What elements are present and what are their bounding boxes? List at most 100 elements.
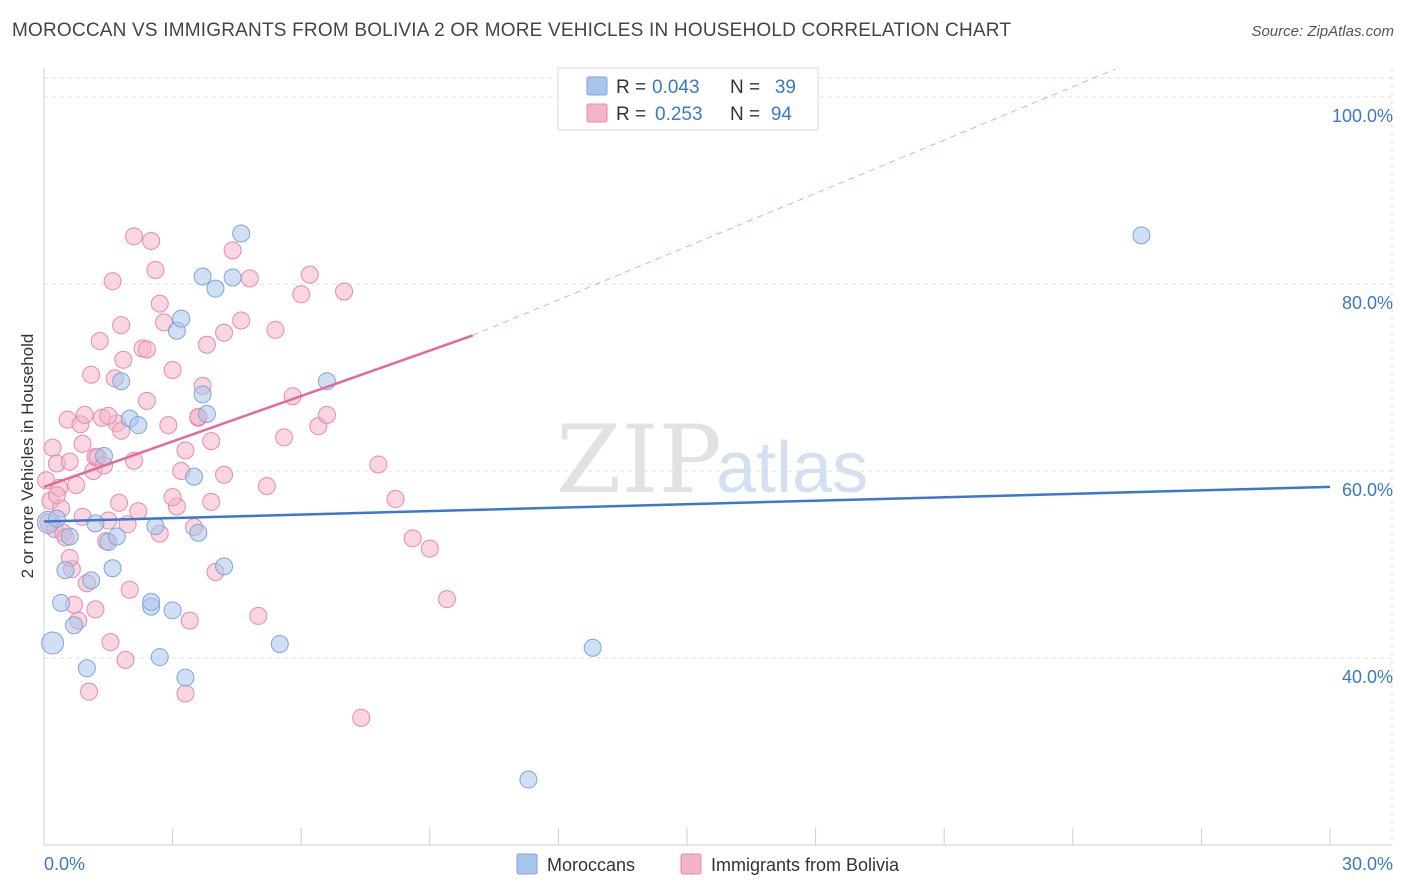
point-moroccans — [270, 634, 289, 653]
point-bolivia — [240, 269, 259, 288]
point-bolivia — [197, 335, 216, 354]
x-tick-label-min: 0.0% — [44, 854, 85, 874]
point-bolivia — [215, 465, 234, 484]
point-bolivia — [249, 606, 268, 625]
point-moroccans — [583, 638, 602, 657]
legend-swatch-bolivia — [586, 103, 608, 123]
point-bolivia — [110, 493, 129, 512]
point-moroccans — [206, 279, 225, 298]
point-bolivia — [437, 590, 456, 609]
point-bolivia — [114, 350, 133, 369]
legend-n-label-1: N = — [730, 77, 760, 98]
point-bolivia — [202, 432, 221, 451]
trend-line-bolivia — [43, 334, 474, 489]
point-moroccans — [215, 557, 234, 576]
point-bolivia — [352, 708, 371, 727]
point-bolivia — [75, 405, 94, 424]
point-moroccans — [77, 659, 96, 678]
point-bolivia — [215, 323, 234, 342]
point-bolivia — [292, 285, 311, 304]
point-bolivia — [275, 428, 294, 447]
point-moroccans — [47, 509, 66, 528]
legend-r-label-1: R = — [616, 77, 646, 98]
point-bolivia — [101, 633, 120, 652]
point-bolivia — [317, 405, 336, 424]
point-bolivia — [146, 260, 165, 279]
y-tick-label-80: 80.0% — [1342, 293, 1393, 313]
point-moroccans — [519, 770, 538, 789]
y-tick-labels: 40.0% 60.0% 80.0% 100.0% — [1332, 106, 1393, 687]
point-bolivia — [120, 580, 139, 599]
point-moroccans — [189, 523, 208, 542]
point-moroccans — [86, 514, 105, 533]
axes — [43, 68, 1392, 846]
watermark-zip: ZIP — [556, 406, 722, 515]
point-bolivia — [176, 441, 195, 460]
legend-r-value-2: 0.253 — [655, 104, 703, 125]
point-moroccans — [65, 616, 84, 635]
point-bolivia — [403, 529, 422, 548]
y-tick-label-100: 100.0% — [1332, 106, 1393, 126]
watermark-atlas: atlas — [716, 428, 868, 508]
point-bolivia — [103, 272, 122, 291]
point-moroccans — [193, 267, 212, 286]
bottom-legend-label-bolivia: Immigrants from Bolivia — [711, 855, 900, 875]
point-moroccans — [95, 447, 114, 466]
point-moroccans — [103, 559, 122, 578]
source-label: Source: ZipAtlas.com — [1251, 23, 1394, 40]
point-moroccans — [232, 224, 251, 243]
point-moroccans — [176, 668, 195, 687]
point-bolivia — [90, 332, 109, 351]
point-bolivia — [47, 486, 66, 505]
point-moroccans — [193, 385, 212, 404]
point-moroccans — [1132, 226, 1151, 245]
point-moroccans — [185, 467, 204, 486]
point-moroccans — [129, 416, 148, 435]
legend-r-value-1: 0.043 — [652, 77, 700, 98]
point-bolivia — [369, 455, 388, 474]
point-bolivia — [67, 476, 86, 495]
y-tick-label-60: 60.0% — [1342, 480, 1393, 500]
point-bolivia — [257, 476, 276, 495]
legend-n-value-1: 39 — [775, 77, 796, 98]
trend-line-moroccans — [43, 485, 1331, 523]
point-bolivia — [73, 434, 92, 453]
point-bolivia — [116, 650, 135, 669]
point-moroccans — [41, 631, 65, 655]
series-moroccans-points — [36, 224, 1151, 789]
point-moroccans — [82, 571, 101, 590]
point-bolivia — [420, 539, 439, 558]
point-bolivia — [137, 340, 156, 359]
series-bolivia-points — [37, 227, 456, 727]
bottom-legend-swatch-bolivia — [680, 853, 702, 875]
point-bolivia — [159, 416, 178, 435]
point-moroccans — [223, 268, 242, 287]
x-tick-label-max: 30.0% — [1342, 854, 1393, 874]
legend-r-label-2: R = — [616, 104, 646, 125]
point-moroccans — [146, 517, 165, 536]
point-bolivia — [163, 361, 182, 380]
point-moroccans — [172, 309, 191, 328]
trend-lines — [43, 68, 1331, 523]
point-bolivia — [125, 227, 144, 246]
chart-title: MOROCCAN VS IMMIGRANTS FROM BOLIVIA 2 OR… — [12, 20, 1012, 41]
point-moroccans — [52, 593, 71, 612]
point-moroccans — [60, 527, 79, 546]
x-tick-labels: 0.0% 30.0% — [43, 828, 1393, 874]
point-bolivia — [202, 492, 221, 511]
point-bolivia — [129, 502, 148, 521]
point-bolivia — [232, 311, 251, 330]
point-bolivia — [386, 490, 405, 509]
point-moroccans — [56, 561, 75, 580]
point-bolivia — [82, 365, 101, 384]
point-bolivia — [155, 313, 174, 332]
point-bolivia — [80, 682, 99, 701]
legend-n-label-2: N = — [730, 104, 760, 125]
point-bolivia — [163, 488, 182, 507]
legend-n-value-2: 94 — [771, 104, 793, 125]
point-bolivia — [335, 282, 354, 301]
point-bolivia — [176, 684, 195, 703]
point-bolivia — [99, 406, 118, 425]
point-bolivia — [266, 320, 285, 339]
